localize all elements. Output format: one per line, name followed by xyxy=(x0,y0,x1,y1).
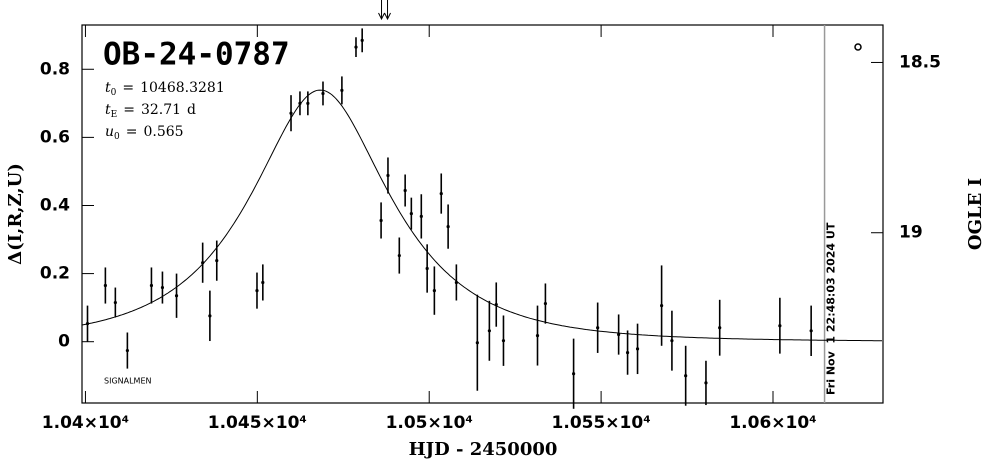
x-tick-label: 1.04×10⁴ xyxy=(42,413,129,433)
data-point xyxy=(409,212,413,216)
data-point xyxy=(543,301,548,306)
data-point xyxy=(321,91,325,96)
y-axis-label: Δ(I,R,Z,U) xyxy=(5,163,26,265)
data-point xyxy=(660,304,664,308)
param-part: 10468.3281 xyxy=(140,80,225,96)
y2-axis-label: OGLE I xyxy=(965,178,986,250)
y-tick-label: 0.8 xyxy=(40,59,70,79)
param-part: E xyxy=(111,110,118,120)
data-point xyxy=(635,347,640,351)
param-part: t xyxy=(105,102,111,118)
data-point xyxy=(340,88,344,92)
data-point xyxy=(354,45,358,49)
annotation: SIGNALMEN xyxy=(104,377,152,386)
arrow-head xyxy=(378,12,385,21)
x-tick-label: 1.06×10⁴ xyxy=(729,413,816,433)
data-point xyxy=(454,280,458,285)
data-point xyxy=(487,329,491,333)
data-point xyxy=(718,326,722,330)
data-point xyxy=(160,285,165,290)
data-point xyxy=(778,324,782,328)
data-point xyxy=(255,289,259,293)
y-tick-label: 0.4 xyxy=(40,195,70,215)
data-point xyxy=(419,214,423,218)
param-label: t0 = 10468.3281 xyxy=(105,80,225,98)
data-point xyxy=(494,302,498,307)
data-point xyxy=(85,322,90,326)
data-point xyxy=(425,266,429,271)
data-point xyxy=(386,173,390,178)
data-point xyxy=(670,339,674,343)
x-axis-label: HJD - 2450000 xyxy=(409,439,558,459)
y-tick-label: 0 xyxy=(58,332,70,352)
param-part: = xyxy=(123,102,135,118)
data-point xyxy=(379,218,383,223)
y-tick-label: 0.2 xyxy=(40,264,70,284)
x-tick-label: 1.055×10⁴ xyxy=(552,413,651,433)
data-point xyxy=(306,101,310,105)
data-point xyxy=(684,374,688,378)
data-point xyxy=(432,289,436,293)
param-part: = xyxy=(122,80,134,96)
model-curve xyxy=(81,89,882,342)
data-point xyxy=(261,280,265,285)
data-point xyxy=(289,111,293,115)
y2-tick-label: 18.5 xyxy=(899,52,941,72)
data-point xyxy=(174,294,179,298)
data-point xyxy=(809,329,813,333)
y-tick-label: 0.6 xyxy=(40,127,70,147)
param-label: tE = 32.71 d xyxy=(105,102,196,120)
param-part: t xyxy=(105,80,111,96)
param-label: u0 = 0.565 xyxy=(105,124,184,142)
data-point xyxy=(617,332,621,337)
y2-tick-label: 19 xyxy=(899,223,923,243)
data-point xyxy=(103,283,107,288)
data-point xyxy=(397,253,401,258)
plot-frame xyxy=(81,24,884,404)
param-part: d xyxy=(187,102,196,118)
data-point xyxy=(446,225,450,229)
data-point xyxy=(208,314,212,318)
data-point xyxy=(704,381,708,385)
data-point xyxy=(125,348,129,353)
chart-title: OB-24-0787 xyxy=(103,37,290,73)
data-point xyxy=(501,339,506,343)
marker-circle xyxy=(854,43,862,51)
data-point xyxy=(475,341,479,345)
data-point xyxy=(215,259,219,263)
data-point xyxy=(201,261,205,265)
param-part: u xyxy=(105,124,114,140)
param-part: = xyxy=(126,124,138,140)
data-point xyxy=(596,326,600,330)
param-part: 32.71 xyxy=(141,102,181,118)
data-point xyxy=(113,300,117,305)
param-part: 0 xyxy=(111,88,117,98)
data-point xyxy=(572,372,576,376)
param-part: 0.565 xyxy=(144,124,184,140)
param-part: 0 xyxy=(114,132,120,142)
date-label: Fri Nov 1 22:48:03 2024 UT xyxy=(825,222,838,395)
data-point xyxy=(439,191,443,196)
x-tick-label: 1.05×10⁴ xyxy=(386,413,473,433)
data-point xyxy=(535,333,540,338)
data-point xyxy=(625,351,630,355)
data-point xyxy=(149,283,154,288)
arrow-head xyxy=(384,12,391,21)
data-point xyxy=(298,101,302,105)
data-point xyxy=(360,38,364,42)
data-point xyxy=(403,188,407,193)
x-tick-label: 1.045×10⁴ xyxy=(208,413,307,433)
